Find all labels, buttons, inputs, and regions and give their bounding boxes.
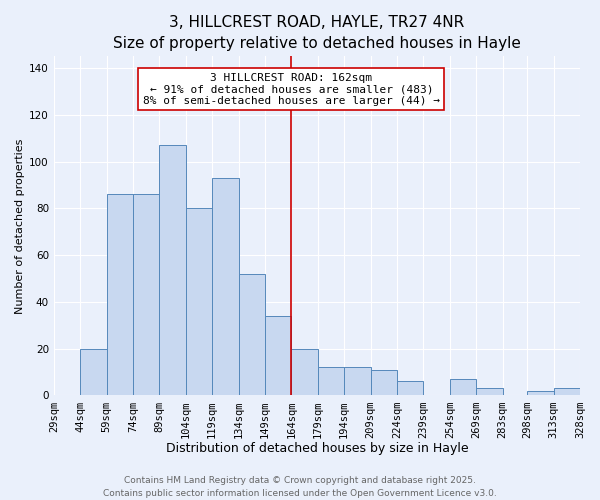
- Bar: [186, 208, 212, 396]
- Bar: [239, 274, 265, 396]
- Bar: [450, 379, 476, 396]
- Bar: [107, 194, 133, 396]
- Bar: [212, 178, 239, 396]
- Text: 3 HILLCREST ROAD: 162sqm
← 91% of detached houses are smaller (483)
8% of semi-d: 3 HILLCREST ROAD: 162sqm ← 91% of detach…: [143, 72, 440, 106]
- Bar: [476, 388, 503, 396]
- Bar: [580, 391, 600, 396]
- Bar: [527, 391, 554, 396]
- Bar: [371, 370, 397, 396]
- Bar: [318, 368, 344, 396]
- Bar: [292, 348, 318, 396]
- X-axis label: Distribution of detached houses by size in Hayle: Distribution of detached houses by size …: [166, 442, 468, 455]
- Bar: [397, 382, 424, 396]
- Bar: [344, 368, 371, 396]
- Bar: [554, 388, 580, 396]
- Bar: [80, 348, 107, 396]
- Bar: [160, 145, 186, 396]
- Bar: [133, 194, 160, 396]
- Title: 3, HILLCREST ROAD, HAYLE, TR27 4NR
Size of property relative to detached houses : 3, HILLCREST ROAD, HAYLE, TR27 4NR Size …: [113, 15, 521, 51]
- Y-axis label: Number of detached properties: Number of detached properties: [15, 138, 25, 314]
- Bar: [265, 316, 292, 396]
- Text: Contains HM Land Registry data © Crown copyright and database right 2025.
Contai: Contains HM Land Registry data © Crown c…: [103, 476, 497, 498]
